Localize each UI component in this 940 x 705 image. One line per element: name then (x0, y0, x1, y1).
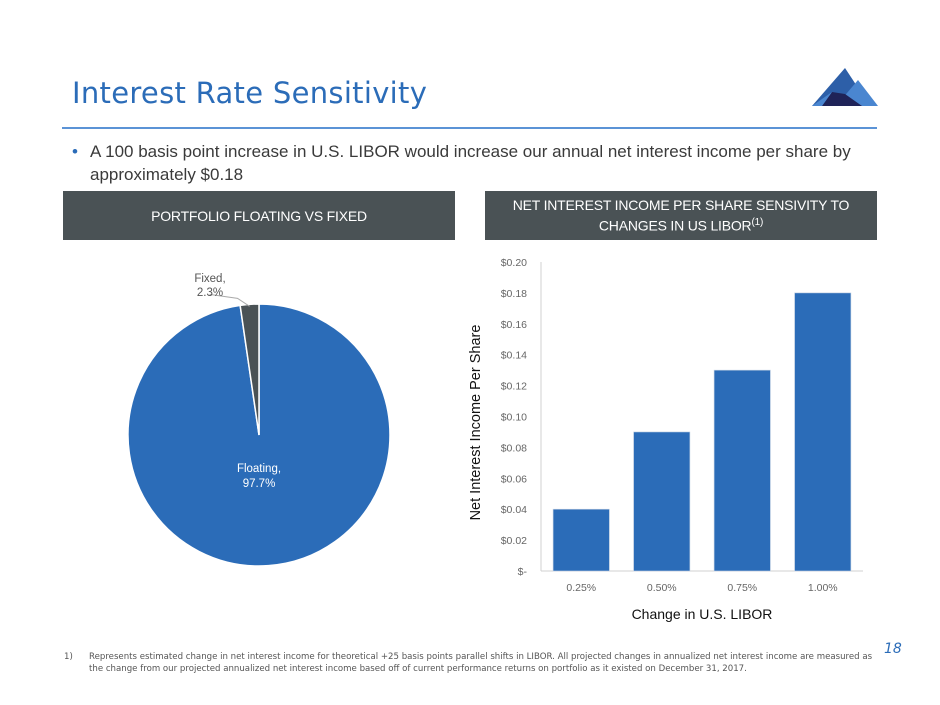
y-tick-label: $- (518, 566, 528, 578)
page-number: 18 (884, 641, 902, 657)
bullet-text: A 100 basis point increase in U.S. LIBOR… (90, 142, 851, 184)
x-tick-label: 0.50% (647, 582, 677, 594)
bar-0.50% (633, 431, 691, 572)
bar-0.25% (552, 508, 610, 572)
pie-panel-header: PORTFOLIO FLOATING VS FIXED (63, 191, 455, 240)
pie-label-floating-name: Floating, (237, 463, 281, 475)
pie-label-fixed-name: Fixed, (194, 273, 225, 285)
y-axis-title: Net Interest Income Per Share (468, 325, 484, 521)
pie-chart: Floating, 97.7% Fixed, 2.3% (127, 273, 391, 567)
x-axis-title: Change in U.S. LIBOR (632, 606, 773, 622)
y-tick-label: $0.20 (501, 257, 527, 269)
pie-panel-header-text: PORTFOLIO FLOATING VS FIXED (151, 207, 367, 224)
bar-1.00% (794, 292, 852, 572)
y-tick-label: $0.12 (501, 381, 527, 393)
y-tick-label: $0.06 (501, 473, 527, 485)
pie-label-fixed-value: 2.3% (197, 287, 223, 299)
x-tick-label: 0.25% (566, 582, 596, 594)
footnote: 1) Represents estimated change in net in… (64, 651, 884, 675)
y-tick-label: $0.04 (501, 504, 527, 516)
y-tick-label: $0.08 (501, 442, 527, 454)
mountain-logo-icon (812, 68, 878, 106)
footnote-text: Represents estimated change in net inter… (89, 652, 873, 674)
x-tick-label: 0.75% (727, 582, 757, 594)
pie-leader-line (209, 293, 250, 307)
y-tick-label: $0.14 (501, 350, 527, 362)
pie-slice-fixed (239, 303, 260, 436)
bar-panel-header-line1: NET INTEREST INCOME PER SHARE SENSIVITY … (512, 197, 850, 214)
bar-0.75% (713, 369, 771, 572)
bar-panel-header-line2: CHANGES IN US LIBOR (598, 217, 752, 234)
y-tick-label: $0.18 (501, 288, 527, 300)
y-tick-label: $0.16 (501, 319, 527, 331)
bar-chart: $- $0.02 $0.04 $0.06 $0.08 $0.10 $0.12 $0.14 $0.… (468, 257, 863, 622)
bar-panel-header: NET INTEREST INCOME PER SHARE SENSIVITY … (485, 191, 877, 240)
y-tick-label: $0.10 (501, 412, 527, 424)
footnote-marker: 1) (64, 652, 73, 662)
summary-bullet: • A 100 basis point increase in U.S. LIB… (72, 140, 872, 186)
y-tick-label: $0.02 (501, 535, 527, 547)
page-title: Interest Rate Sensitivity (72, 76, 428, 110)
title-divider (62, 127, 877, 129)
footnote-reference: (1) (751, 217, 764, 229)
pie-label-floating-value: 97.7% (243, 478, 276, 490)
x-tick-label: 1.00% (808, 582, 838, 594)
bullet-icon: • (72, 142, 78, 161)
